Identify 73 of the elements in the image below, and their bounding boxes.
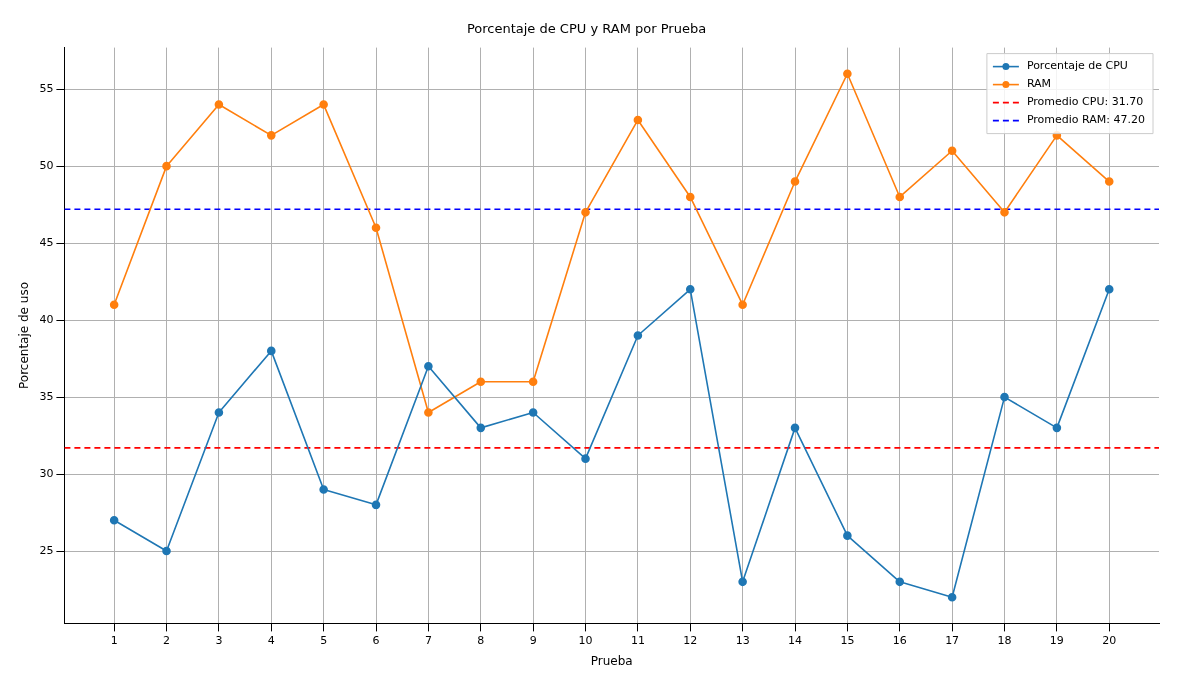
point	[947, 592, 957, 602]
point	[843, 69, 852, 79]
x-tick-label: 17	[945, 633, 960, 647]
point	[371, 500, 381, 510]
point	[738, 577, 747, 587]
point	[947, 146, 957, 156]
point	[476, 423, 486, 433]
point	[424, 408, 433, 417]
point	[109, 515, 119, 525]
point	[633, 331, 643, 340]
point	[319, 100, 328, 109]
point	[528, 408, 538, 417]
point	[790, 423, 800, 433]
point	[1000, 208, 1009, 217]
point	[424, 361, 433, 371]
point	[1000, 392, 1009, 402]
point	[581, 208, 590, 217]
x-tick-label: 8	[477, 633, 485, 647]
x-tick-label: 4	[267, 633, 275, 647]
y-tick-label: 25	[39, 543, 54, 557]
x-tick-label: 16	[892, 633, 907, 647]
x-tick-label: 7	[424, 633, 432, 647]
point	[266, 346, 276, 356]
point	[581, 454, 590, 463]
point	[843, 531, 852, 540]
x-tick-label: 20	[1102, 633, 1117, 647]
x-tick-label: 9	[529, 633, 537, 647]
point	[895, 577, 905, 587]
x-tick-label: 3	[215, 633, 223, 647]
x-tick-label: 14	[788, 633, 803, 647]
y-tick-label: 45	[39, 235, 54, 249]
point	[790, 177, 800, 186]
point	[109, 300, 119, 310]
legend-label: Promedio CPU: 31.70	[1026, 95, 1144, 109]
x-tick-label: 15	[840, 633, 855, 647]
x-tick-label: 13	[735, 633, 750, 647]
point	[371, 223, 381, 233]
y-tick-label: 55	[39, 82, 54, 96]
x-tick-label: 2	[163, 633, 171, 647]
x-tick-label: 1	[110, 633, 118, 647]
point	[319, 485, 328, 494]
point	[685, 192, 695, 202]
point	[738, 300, 747, 310]
point	[1104, 177, 1114, 186]
y-tick-label: 40	[39, 312, 54, 326]
point	[476, 377, 486, 386]
point	[266, 131, 276, 140]
point	[162, 546, 171, 556]
x-tick-label: 18	[997, 633, 1012, 647]
legend-label: Promedio RAM: 47.20	[1026, 113, 1145, 127]
point	[633, 115, 643, 125]
point	[895, 192, 905, 202]
chart-title: Porcentaje de CPU y RAM por Prueba	[466, 21, 707, 37]
x-tick-label: 19	[1049, 633, 1064, 647]
y-tick-label: 30	[39, 466, 54, 480]
point	[1104, 285, 1114, 294]
point	[214, 408, 224, 417]
y-axis-title: Porcentaje de uso	[17, 281, 32, 390]
x-tick-label: 5	[320, 633, 328, 647]
x-tick-label: 6	[372, 633, 380, 647]
legend-label: RAM	[1026, 77, 1052, 91]
point	[162, 161, 171, 171]
y-tick-label: 35	[39, 389, 54, 403]
point	[685, 285, 695, 294]
x-tick-label: 12	[683, 633, 698, 647]
point	[528, 377, 538, 386]
legend-label: Porcentaje de CPU	[1026, 59, 1128, 73]
point	[214, 100, 224, 109]
x-tick-label: 10	[578, 633, 593, 647]
x-axis-title: Prueba	[590, 653, 633, 668]
x-tick-label: 11	[630, 633, 645, 647]
y-tick-label: 50	[39, 159, 54, 173]
point	[1052, 423, 1062, 433]
